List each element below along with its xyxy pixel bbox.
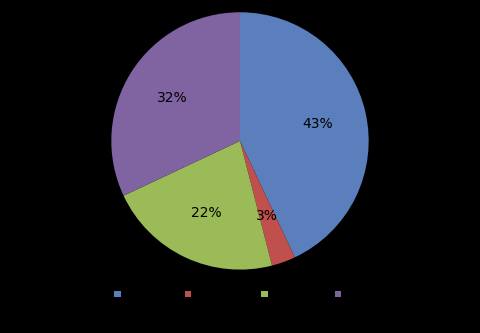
- Text: 22%: 22%: [191, 206, 221, 220]
- Bar: [184, 291, 192, 297]
- Wedge shape: [111, 12, 240, 196]
- Bar: [114, 291, 121, 297]
- Text: 3%: 3%: [256, 209, 278, 223]
- Bar: [335, 291, 341, 297]
- Bar: [261, 291, 268, 297]
- Wedge shape: [240, 12, 369, 257]
- Text: 32%: 32%: [157, 91, 188, 105]
- Wedge shape: [123, 141, 272, 270]
- Text: 43%: 43%: [302, 117, 333, 131]
- Wedge shape: [240, 141, 295, 265]
